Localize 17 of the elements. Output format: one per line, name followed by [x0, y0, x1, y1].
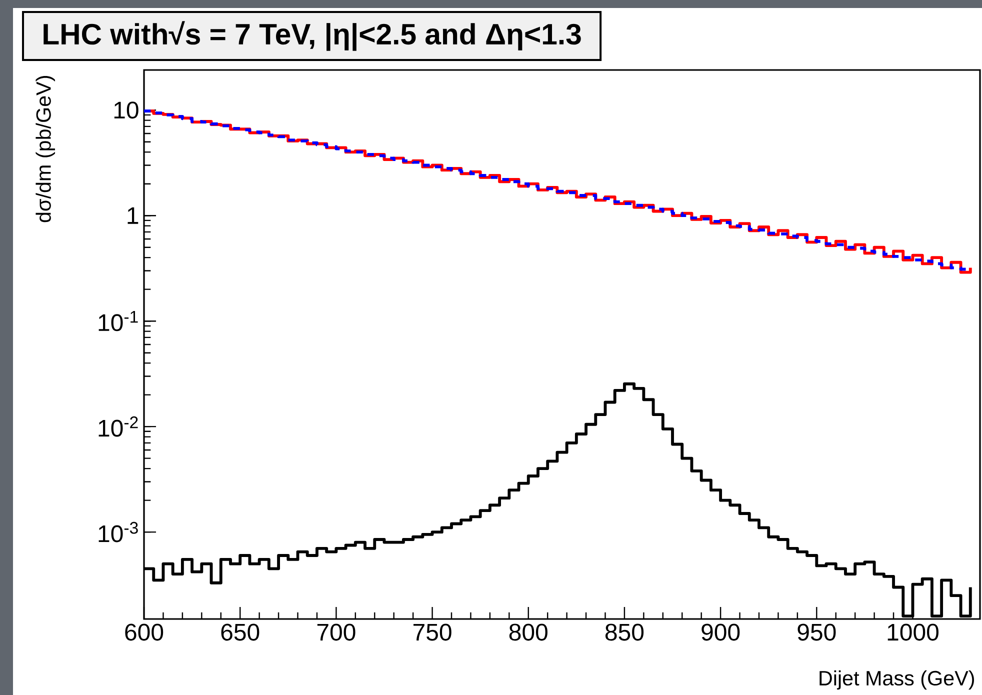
x-axis-title: Dijet Mass (GeV): [820, 670, 974, 690]
y-tick-label: 10: [114, 102, 138, 119]
x-tick-label: 600: [125, 624, 164, 641]
y-tick-label: 10$^{-1}$: [98, 311, 138, 332]
y-tick-label: 10$^{-2}$: [98, 416, 138, 437]
x-tick-label: 700: [317, 624, 356, 641]
y-axis-title: dσ/dm (pb/GeV): [36, 76, 55, 222]
x-tick-label: 850: [605, 624, 644, 641]
chart-title: LHC with√s = 7 TeV, |η|<2.5 and Δη<1.3: [44, 21, 581, 51]
x-tick-label: 800: [509, 624, 548, 641]
x-tick-label: 900: [702, 624, 740, 641]
x-tick-label: 650: [221, 624, 260, 641]
x-tick-label: 1000: [888, 624, 938, 641]
y-tick-label: 10$^{-3}$: [98, 522, 138, 542]
y-tick-label: 1: [128, 207, 138, 224]
x-tick-label: 750: [413, 624, 452, 641]
x-tick-label: 950: [798, 624, 836, 641]
